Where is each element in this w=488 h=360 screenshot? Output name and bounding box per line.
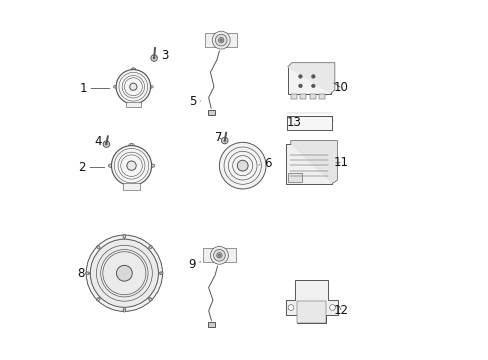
Circle shape (97, 298, 99, 300)
Ellipse shape (131, 103, 135, 106)
Ellipse shape (148, 85, 153, 88)
Text: 2: 2 (78, 161, 104, 174)
Circle shape (109, 165, 112, 167)
FancyBboxPatch shape (287, 173, 302, 181)
Ellipse shape (148, 297, 152, 301)
Circle shape (237, 160, 247, 171)
Ellipse shape (113, 85, 118, 88)
Ellipse shape (97, 246, 100, 249)
FancyBboxPatch shape (204, 33, 237, 47)
Ellipse shape (149, 164, 155, 167)
Polygon shape (111, 145, 152, 186)
Ellipse shape (159, 272, 163, 275)
Polygon shape (290, 141, 337, 184)
Ellipse shape (97, 297, 100, 301)
Circle shape (329, 305, 335, 310)
Circle shape (215, 34, 226, 46)
FancyBboxPatch shape (207, 322, 215, 327)
Circle shape (149, 246, 151, 248)
Text: 9: 9 (188, 258, 201, 271)
Circle shape (151, 165, 153, 167)
Text: 8: 8 (78, 267, 89, 280)
Circle shape (219, 142, 265, 189)
Circle shape (210, 246, 228, 264)
FancyBboxPatch shape (203, 248, 235, 262)
Circle shape (130, 185, 132, 188)
FancyBboxPatch shape (309, 94, 315, 99)
Circle shape (149, 298, 151, 300)
Text: 1: 1 (79, 82, 109, 95)
Circle shape (287, 305, 293, 310)
Text: 3: 3 (156, 49, 168, 62)
FancyBboxPatch shape (319, 94, 325, 99)
Ellipse shape (129, 143, 134, 147)
Text: 6: 6 (258, 157, 271, 170)
Ellipse shape (108, 164, 113, 167)
Circle shape (218, 254, 220, 256)
Text: 5: 5 (188, 95, 201, 108)
Circle shape (97, 246, 99, 248)
Circle shape (115, 86, 117, 88)
Circle shape (132, 103, 134, 105)
FancyBboxPatch shape (290, 94, 296, 99)
Circle shape (123, 235, 125, 237)
Circle shape (130, 144, 132, 146)
Ellipse shape (85, 272, 89, 275)
Circle shape (86, 272, 88, 274)
Circle shape (218, 37, 224, 43)
Circle shape (132, 68, 134, 70)
Polygon shape (287, 63, 334, 94)
Circle shape (213, 249, 225, 261)
FancyBboxPatch shape (297, 301, 325, 323)
Text: 4: 4 (95, 135, 105, 148)
Circle shape (126, 161, 136, 170)
Circle shape (311, 84, 314, 87)
Ellipse shape (123, 308, 125, 312)
Circle shape (90, 239, 158, 307)
Circle shape (123, 309, 125, 311)
Polygon shape (116, 69, 151, 104)
Ellipse shape (129, 185, 134, 188)
Circle shape (129, 83, 137, 90)
Circle shape (86, 235, 162, 311)
FancyBboxPatch shape (125, 102, 141, 107)
FancyBboxPatch shape (285, 144, 332, 184)
FancyBboxPatch shape (287, 67, 330, 94)
Circle shape (103, 141, 109, 147)
Circle shape (111, 145, 151, 186)
Circle shape (220, 39, 222, 41)
FancyBboxPatch shape (122, 183, 140, 190)
Ellipse shape (148, 246, 152, 249)
Polygon shape (286, 116, 331, 130)
Circle shape (221, 137, 227, 144)
Text: 10: 10 (333, 81, 348, 94)
Circle shape (298, 84, 302, 87)
Circle shape (116, 69, 150, 104)
Circle shape (151, 55, 157, 61)
Circle shape (116, 265, 132, 281)
FancyBboxPatch shape (207, 110, 214, 115)
Text: 7: 7 (214, 131, 222, 144)
Polygon shape (285, 280, 337, 323)
Ellipse shape (123, 234, 125, 238)
Circle shape (212, 31, 230, 49)
Circle shape (311, 75, 314, 78)
Circle shape (160, 272, 162, 274)
FancyBboxPatch shape (300, 94, 306, 99)
Circle shape (149, 86, 152, 88)
Text: 11: 11 (333, 156, 348, 169)
Text: 13: 13 (286, 116, 301, 129)
Circle shape (216, 253, 222, 258)
Text: 12: 12 (333, 305, 348, 318)
Ellipse shape (131, 68, 135, 71)
Circle shape (298, 75, 302, 78)
